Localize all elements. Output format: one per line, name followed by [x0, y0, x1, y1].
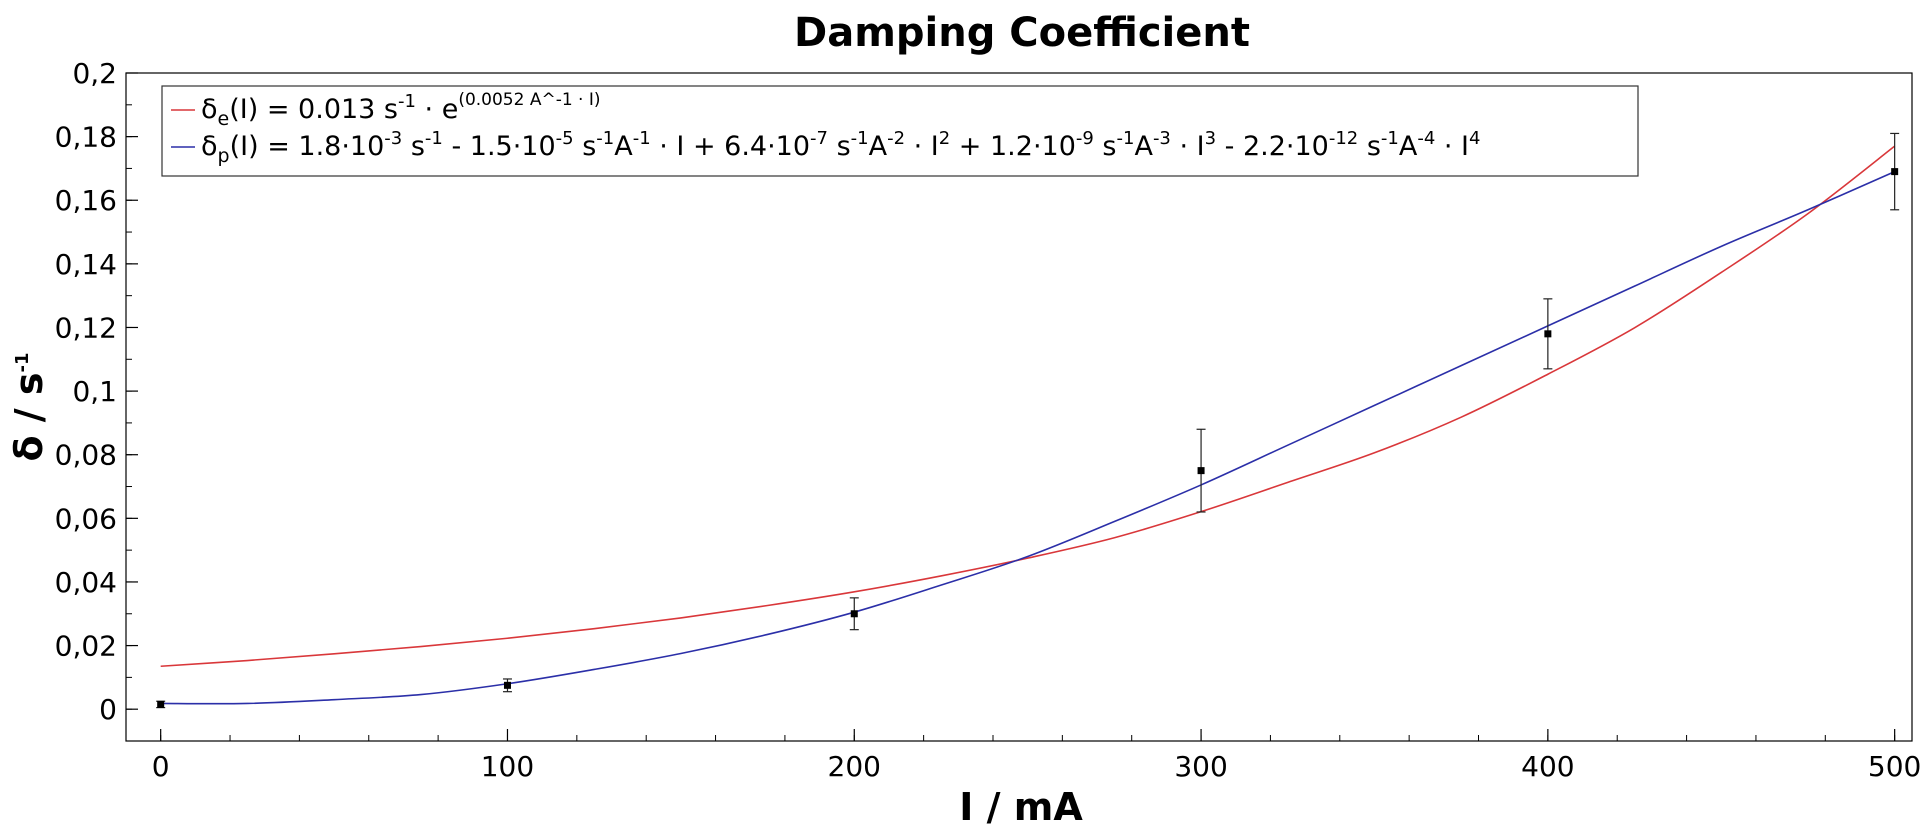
legend-label-2: δp(I) = 1.8·10-3 s-1 - 1.5·10-5 s-1A-1 ·…	[201, 128, 1480, 167]
y-tick-label: 0,2	[72, 57, 117, 90]
measurement-point	[1543, 298, 1553, 370]
y-tick-label: 0,12	[55, 311, 117, 344]
measurement-point	[502, 678, 512, 693]
plot-area-frame	[125, 72, 1913, 742]
data-point-marker	[1544, 330, 1552, 338]
measurement-point	[156, 700, 166, 709]
series-line-2	[160, 170, 1895, 705]
y-tick-label: 0	[99, 693, 117, 726]
measurement-point	[1196, 428, 1206, 513]
y-tick-label: 0,18	[55, 121, 117, 154]
y-tick-label: 0,06	[55, 502, 117, 535]
data-point-marker	[850, 610, 858, 618]
y-tick-label: 0,04	[55, 566, 117, 599]
y-axis: 0 0,02 0,04 0,06 0,08 0,1 0,12 0,14 0,16 0,18 0,2	[55, 57, 138, 742]
y-axis-title: δ / s-1	[7, 352, 51, 461]
series-layer	[160, 145, 1896, 705]
x-tick-label: 400	[1521, 750, 1574, 783]
x-tick-label: 200	[828, 750, 881, 783]
data-point-marker	[1197, 467, 1205, 475]
y-tick-label: 0,16	[55, 184, 117, 217]
legend: δe(I) = 0.013 s-1 · e(0.0052 A^-1 · I)δp…	[161, 85, 1639, 177]
y-axis-title-base: δ / s	[7, 372, 51, 461]
data-point-marker	[503, 681, 511, 689]
x-tick-label: 300	[1174, 750, 1227, 783]
chart-title: Damping Coefficient	[794, 10, 1250, 56]
x-axis-title: I / mA	[959, 785, 1083, 829]
y-tick-label: 0,14	[55, 248, 117, 281]
y-tick-label: 0,02	[55, 630, 117, 663]
measurement-point	[1890, 132, 1900, 211]
data-point-marker	[1891, 168, 1899, 176]
series-line-1	[160, 145, 1896, 668]
data-point-marker	[157, 700, 165, 708]
x-tick-label: 500	[1868, 750, 1920, 783]
measurement-points	[156, 132, 1900, 709]
y-tick-label: 0,1	[72, 375, 117, 408]
x-axis: 0 100 200 300 400 500	[152, 729, 1920, 783]
x-tick-label: 100	[481, 750, 534, 783]
y-axis-title-exponent: -1	[12, 352, 33, 372]
legend-label-1: δe(I) = 0.013 s-1 · e(0.0052 A^-1 · I)	[201, 90, 601, 130]
legend-box	[161, 85, 1639, 177]
y-tick-label: 0,08	[55, 439, 117, 472]
x-tick-label: 0	[152, 750, 170, 783]
measurement-point	[849, 597, 859, 631]
